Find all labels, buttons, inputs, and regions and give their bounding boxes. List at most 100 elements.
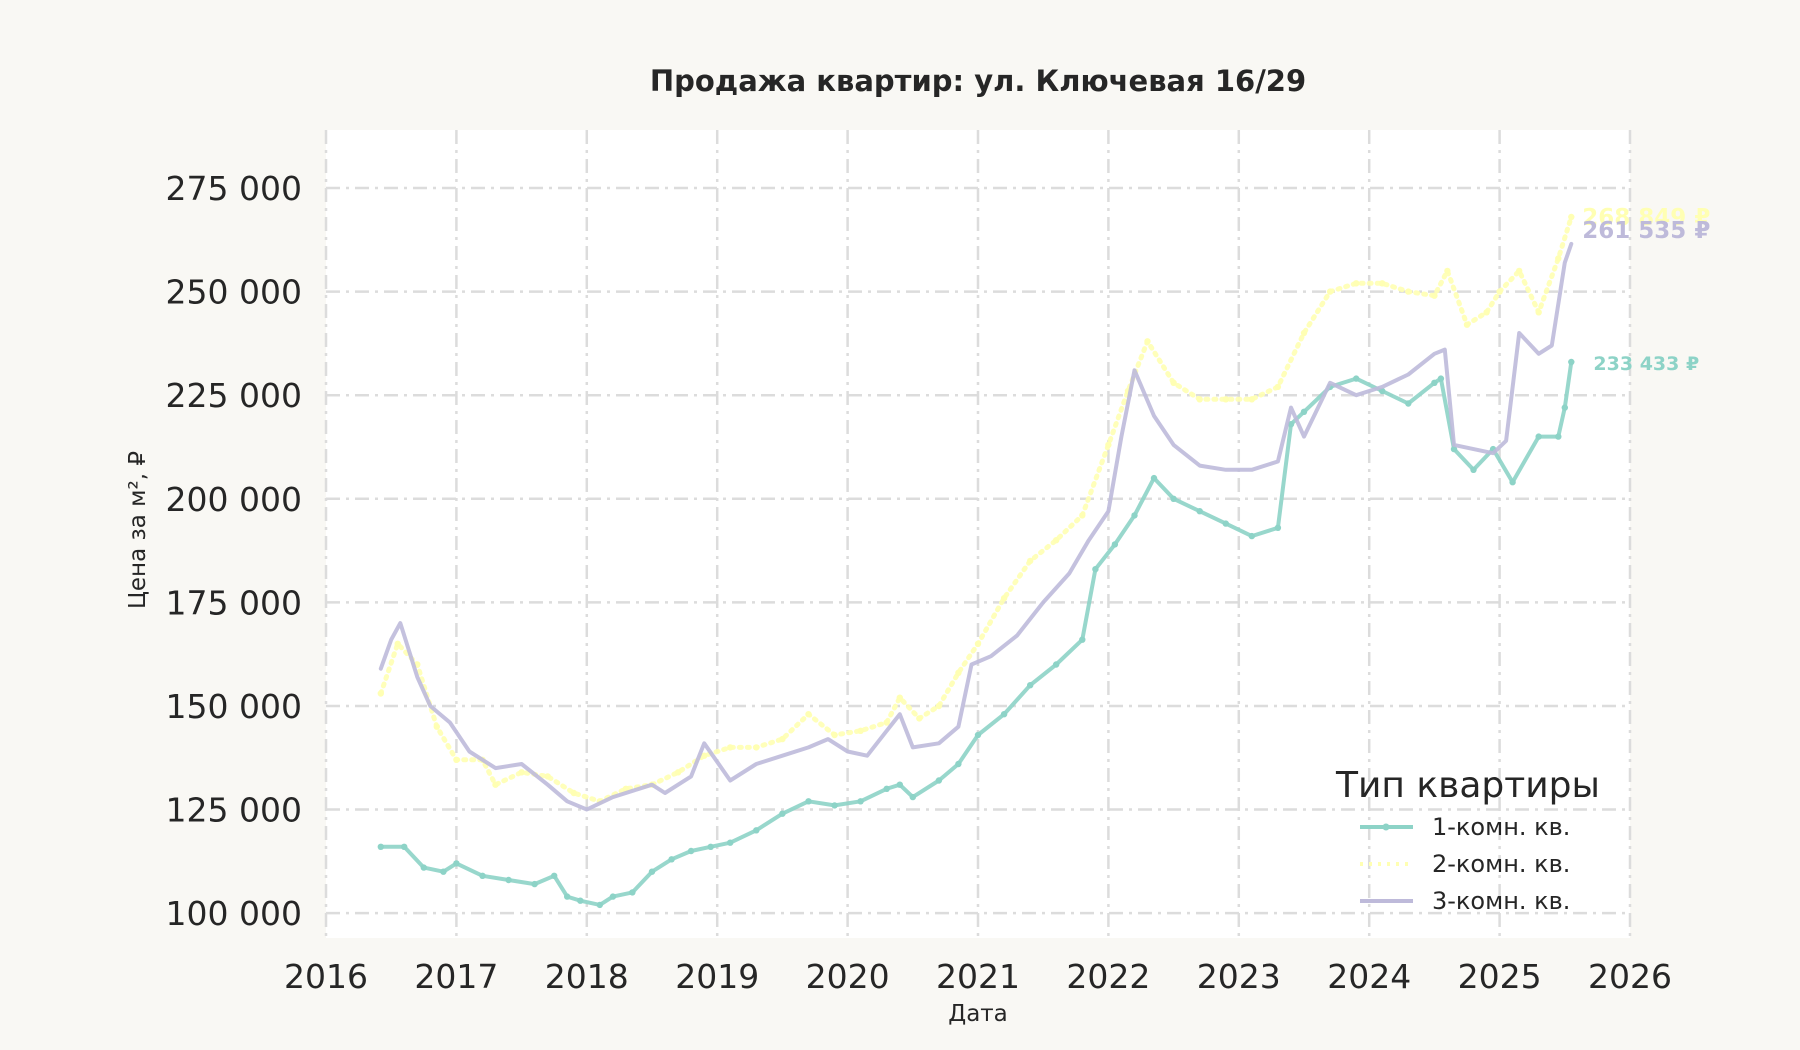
data-point bbox=[974, 731, 982, 739]
data-point bbox=[1437, 375, 1445, 382]
data-point bbox=[1483, 309, 1490, 316]
grid bbox=[324, 130, 1632, 938]
data-point bbox=[1555, 255, 1562, 262]
data-point bbox=[609, 893, 617, 900]
x-tick-label: 2022 bbox=[1066, 957, 1150, 996]
data-point bbox=[564, 893, 571, 900]
x-tick-label: 2018 bbox=[545, 957, 629, 996]
x-tick-label: 2016 bbox=[284, 957, 368, 996]
data-point bbox=[805, 711, 812, 718]
data-point bbox=[1470, 466, 1477, 473]
data-point bbox=[1274, 383, 1282, 391]
data-point bbox=[974, 640, 982, 647]
data-point bbox=[1431, 379, 1438, 386]
data-point bbox=[596, 901, 603, 909]
data-point bbox=[1196, 508, 1203, 515]
data-point bbox=[377, 843, 384, 850]
data-point bbox=[1079, 636, 1086, 643]
y-tick-label: 225 000 bbox=[166, 376, 302, 415]
data-point bbox=[1535, 433, 1542, 440]
data-point bbox=[1027, 682, 1034, 689]
x-tick-label: 2017 bbox=[414, 957, 498, 996]
y-axis-label: Цена за м², ₽ bbox=[125, 451, 151, 609]
legend-entry-label: 2-комн. кв. bbox=[1432, 850, 1570, 878]
data-point bbox=[1300, 408, 1308, 415]
data-point bbox=[857, 727, 864, 734]
series-layer bbox=[377, 213, 1575, 909]
data-point bbox=[1516, 267, 1523, 275]
data-point bbox=[1444, 267, 1451, 275]
x-tick-label: 2026 bbox=[1588, 957, 1672, 996]
data-point bbox=[674, 769, 682, 776]
data-point bbox=[831, 802, 838, 809]
data-point bbox=[1405, 400, 1412, 407]
data-point bbox=[433, 723, 440, 730]
end-label-1: 233 433 ₽ bbox=[1593, 353, 1699, 375]
data-point bbox=[551, 872, 558, 879]
data-point bbox=[1053, 661, 1060, 668]
series-line-3 bbox=[378, 241, 1574, 812]
data-point bbox=[1555, 433, 1562, 440]
data-point bbox=[727, 744, 734, 751]
data-point bbox=[440, 868, 447, 875]
data-point bbox=[1170, 495, 1177, 502]
data-point bbox=[531, 880, 538, 888]
data-point bbox=[831, 731, 838, 739]
data-point bbox=[394, 640, 401, 647]
data-point bbox=[518, 769, 525, 776]
y-tick-label: 125 000 bbox=[166, 791, 302, 830]
data-point bbox=[1027, 557, 1034, 565]
data-point bbox=[505, 876, 512, 884]
data-point bbox=[1105, 441, 1112, 449]
data-point bbox=[420, 864, 427, 871]
data-point bbox=[935, 777, 943, 784]
data-point bbox=[1000, 595, 1008, 602]
data-point bbox=[883, 785, 890, 792]
data-point bbox=[1079, 512, 1086, 519]
data-point bbox=[1568, 213, 1575, 221]
end-labels: 233 433 ₽ 268 849 ₽261 535 ₽ bbox=[1582, 205, 1710, 375]
y-tick-label: 275 000 bbox=[166, 169, 302, 208]
data-point bbox=[1326, 288, 1334, 295]
x-tick-label: 2020 bbox=[806, 957, 890, 996]
data-point bbox=[1561, 404, 1569, 411]
chart-title: Продажа квартир: ул. Ключевая 16/29 bbox=[650, 64, 1306, 98]
data-point bbox=[753, 827, 760, 834]
data-point bbox=[805, 798, 812, 805]
data-point bbox=[1053, 537, 1060, 544]
data-point bbox=[1379, 280, 1386, 287]
data-point bbox=[668, 856, 675, 863]
data-point bbox=[1463, 321, 1471, 328]
data-point bbox=[707, 843, 714, 850]
data-point bbox=[1111, 541, 1119, 548]
data-point bbox=[629, 889, 636, 896]
data-point bbox=[779, 735, 786, 743]
data-point bbox=[453, 756, 460, 763]
legend-items: 1-комн. кв. 2-комн. кв. 3-комн. кв. bbox=[1360, 813, 1570, 915]
x-tick-label: 2024 bbox=[1327, 957, 1411, 996]
data-point bbox=[883, 719, 890, 726]
data-point bbox=[916, 715, 923, 722]
data-point bbox=[544, 773, 551, 780]
data-point bbox=[1431, 292, 1438, 299]
data-point bbox=[955, 669, 962, 676]
legend-title: Тип квартиры bbox=[1335, 765, 1600, 806]
data-point bbox=[1131, 512, 1138, 519]
data-point bbox=[492, 781, 499, 788]
y-axis-ticks: 100 000 125 000 150 000 175 000 200 000 225 0… bbox=[166, 169, 302, 933]
data-point bbox=[1000, 711, 1008, 718]
legend: Тип квартиры 1-комн. кв. 2-комн. кв. 3-ком… bbox=[1335, 765, 1600, 915]
end-label-3: 261 535 ₽ bbox=[1582, 218, 1710, 244]
data-point bbox=[1450, 445, 1458, 453]
data-point bbox=[1150, 474, 1158, 482]
x-tick-label: 2025 bbox=[1458, 957, 1542, 996]
data-point bbox=[1405, 288, 1412, 295]
x-tick-label: 2019 bbox=[675, 957, 759, 996]
data-point bbox=[1248, 396, 1256, 403]
data-point bbox=[1196, 396, 1203, 403]
legend-entry-label: 3-комн. кв. bbox=[1432, 887, 1570, 915]
data-point bbox=[955, 760, 962, 768]
data-point bbox=[1535, 309, 1542, 316]
data-point bbox=[701, 752, 708, 759]
data-point bbox=[1353, 280, 1360, 287]
